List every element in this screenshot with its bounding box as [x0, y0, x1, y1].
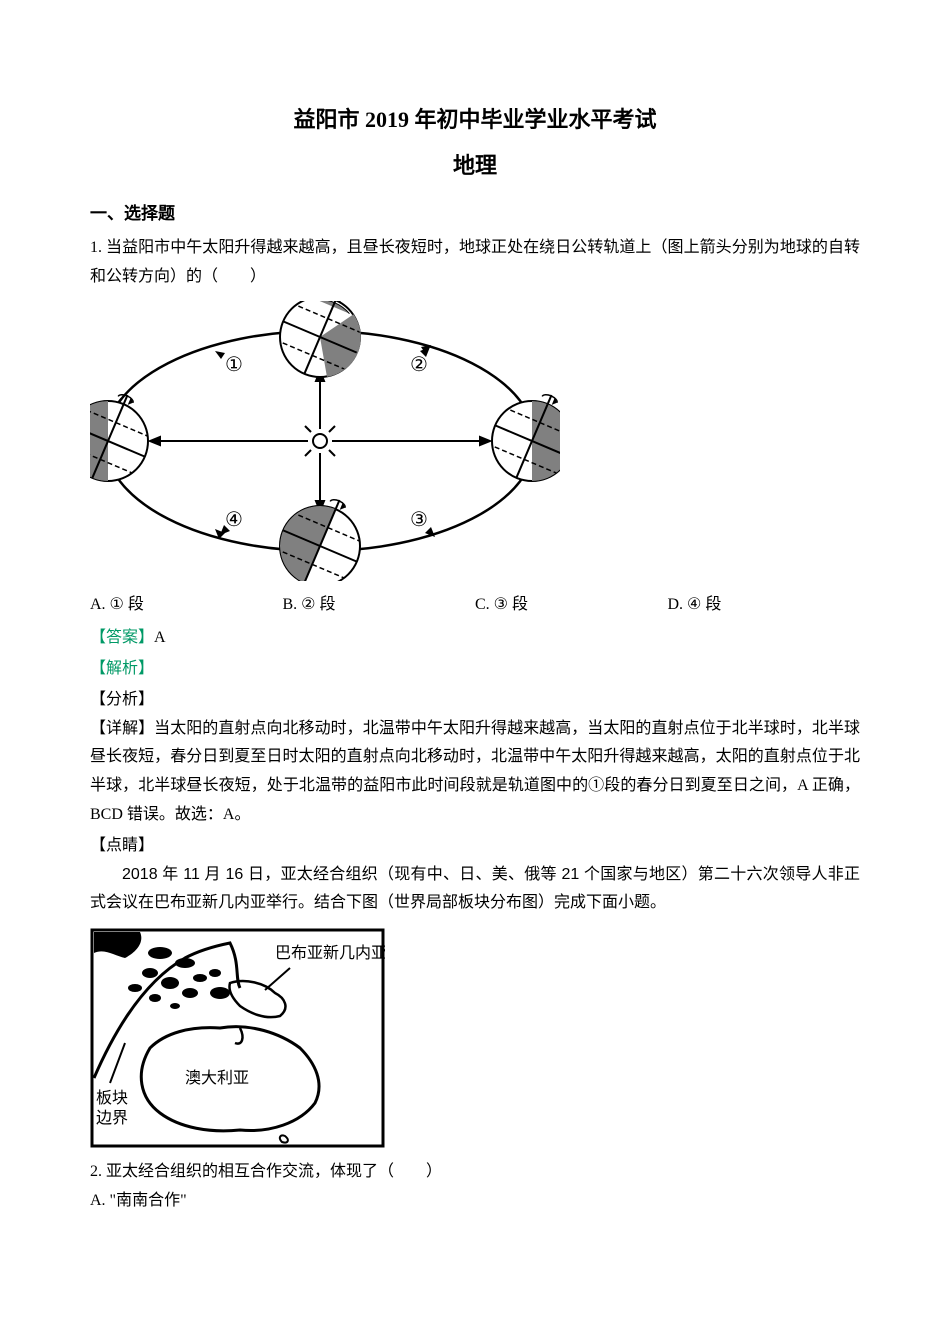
q1-option-d: D. ④ 段: [668, 591, 861, 620]
answer-value: A: [154, 629, 166, 646]
q1-option-b: B. ② 段: [283, 591, 476, 620]
q1-options: A. ① 段 B. ② 段 C. ③ 段 D. ④ 段: [90, 591, 860, 620]
orbit-label-2: ②: [410, 354, 428, 376]
q2-text: 2. 亚太经合组织的相互合作交流，体现了（ ）: [90, 1158, 860, 1187]
map-label-png: 巴布亚新几内亚: [275, 944, 385, 962]
q2-figure: 巴布亚新几内亚 澳大利亚 板块 边界: [90, 928, 860, 1148]
q1-analysis-label: 【解析】: [90, 655, 860, 684]
q1-fenxi-label: 【分析】: [90, 686, 860, 715]
section-1-header: 一、选择题: [90, 199, 860, 230]
q1-answer: 【答案】A: [90, 624, 860, 653]
orbit-label-1: ①: [225, 354, 243, 376]
q2-option-a: A. "南南合作": [90, 1187, 860, 1216]
q1-figure: ① ② ③ ④: [90, 301, 860, 581]
q1-detail: 【详解】当太阳的直射点向北移动时，北温带中午太阳升得越来越高，当太阳的直射点位于…: [90, 715, 860, 830]
orbit-label-3: ③: [410, 509, 428, 531]
exam-subject: 地理: [90, 146, 860, 186]
q1-option-a: A. ① 段: [90, 591, 283, 620]
orbit-label-4: ④: [225, 509, 243, 531]
map-label-boundary-1: 板块: [96, 1089, 128, 1107]
q2-context: 2018 年 11 月 16 日，亚太经合组织（现有中、日、美、俄等 21 个国…: [90, 861, 860, 919]
q1-option-c: C. ③ 段: [475, 591, 668, 620]
exam-title: 益阳市 2019 年初中毕业学业水平考试: [90, 100, 860, 140]
q1-dianjing-label: 【点睛】: [90, 832, 860, 861]
q1-text: 1. 当益阳市中午太阳升得越来越高，且昼长夜短时，地球正处在绕日公转轨道上（图上…: [90, 234, 860, 292]
map-label-boundary-2: 边界: [96, 1109, 128, 1127]
answer-label: 【答案】: [90, 629, 154, 646]
map-label-aus: 澳大利亚: [185, 1069, 249, 1087]
